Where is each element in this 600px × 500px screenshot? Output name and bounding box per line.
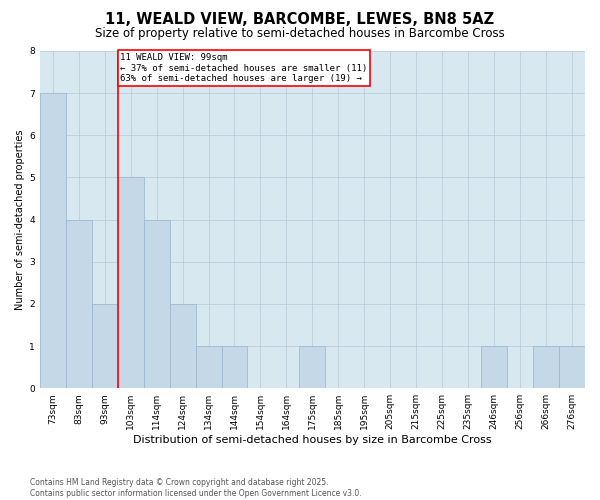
Bar [221, 346, 247, 388]
Text: Size of property relative to semi-detached houses in Barcombe Cross: Size of property relative to semi-detach… [95, 28, 505, 40]
Bar [299, 346, 325, 388]
Bar [481, 346, 507, 388]
Bar [533, 346, 559, 388]
Bar [118, 178, 143, 388]
Y-axis label: Number of semi-detached properties: Number of semi-detached properties [15, 130, 25, 310]
Text: 11 WEALD VIEW: 99sqm
← 37% of semi-detached houses are smaller (11)
63% of semi-: 11 WEALD VIEW: 99sqm ← 37% of semi-detac… [120, 53, 368, 83]
Bar [196, 346, 221, 388]
Bar [92, 304, 118, 388]
Bar [66, 220, 92, 388]
Text: Contains HM Land Registry data © Crown copyright and database right 2025.
Contai: Contains HM Land Registry data © Crown c… [30, 478, 362, 498]
X-axis label: Distribution of semi-detached houses by size in Barcombe Cross: Distribution of semi-detached houses by … [133, 435, 492, 445]
Bar [559, 346, 585, 388]
Bar [170, 304, 196, 388]
Bar [143, 220, 170, 388]
Text: 11, WEALD VIEW, BARCOMBE, LEWES, BN8 5AZ: 11, WEALD VIEW, BARCOMBE, LEWES, BN8 5AZ [106, 12, 494, 28]
Bar [40, 93, 66, 388]
